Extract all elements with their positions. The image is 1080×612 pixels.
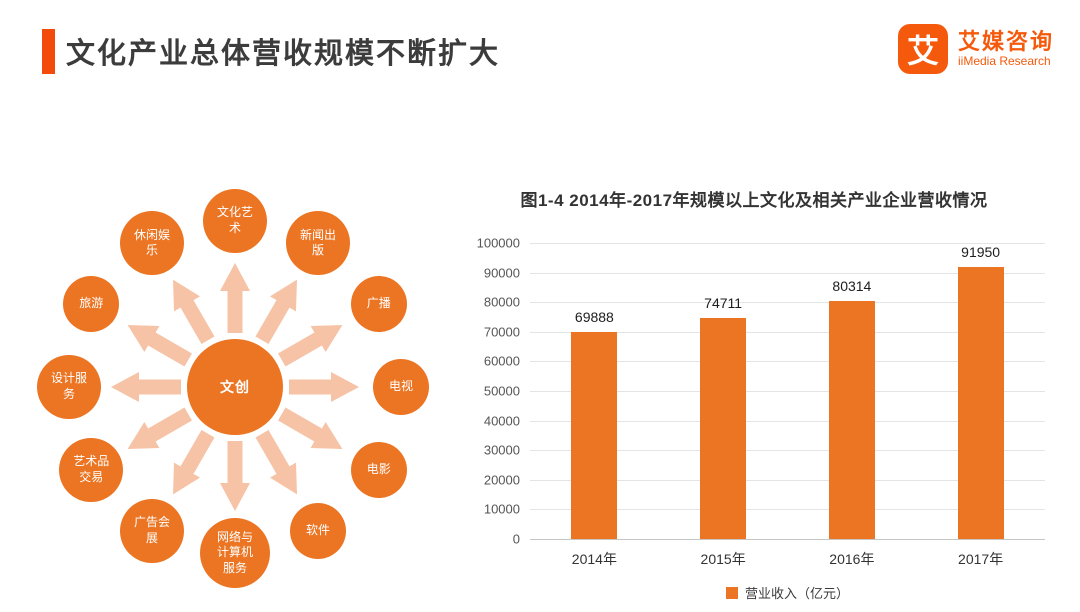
diagram-node: 休闲娱乐 (120, 211, 184, 276)
logo-subtitle: iiMedia Research (957, 53, 1051, 68)
diagram-node: 软件 (290, 502, 346, 559)
diagram-node-label: 电视 (388, 379, 413, 394)
page-title: 文化产业总体营收规模不断扩大 (66, 38, 501, 70)
x-tick-label: 2015年 (700, 551, 746, 567)
x-tick-label: 2017年 (958, 551, 1004, 567)
imedia-logo-icon: 艾 (897, 24, 948, 74)
chart-plot-area: 0 10000 20000 30000 40000 50000 60000 70000 8000… (477, 236, 1045, 547)
y-tick-label: 20000 (483, 472, 520, 488)
diagram-node-label: 广播 (366, 296, 391, 311)
y-tick-label: 50000 (483, 383, 520, 399)
gridline (530, 272, 1045, 274)
diagram-arrow (289, 372, 359, 402)
gridline (530, 243, 1045, 244)
diagram-node: 广播 (350, 276, 407, 332)
y-tick-label: 80000 (483, 294, 520, 310)
diagram-arrow (278, 325, 343, 367)
logo-name: 艾媒咨询 (957, 29, 1054, 55)
diagram-node-label: 设计服务 (51, 371, 88, 401)
diagram-arrow (173, 279, 215, 344)
diagram-node: 设计服务 (37, 355, 101, 419)
legend-swatch (725, 586, 738, 599)
y-tick-label: 60000 (483, 353, 520, 369)
bar-2017年 (957, 266, 1004, 539)
bar-value-label: 91950 (961, 243, 1001, 260)
logo: 艾 艾媒咨询 iiMedia Research (897, 24, 1054, 74)
bar-slot: 74711 (659, 243, 788, 539)
y-tick-label: 0 (512, 531, 520, 547)
gridline (530, 539, 1045, 540)
chart-x-axis: 2014年 2015年 2016年 2017年 (530, 549, 1045, 569)
bar-value-label: 69888 (574, 309, 614, 326)
bar-slot: 91950 (916, 243, 1045, 539)
y-tick-label: 90000 (483, 265, 520, 281)
y-tick-label: 40000 (483, 413, 520, 429)
diagram-arrow (220, 441, 250, 511)
diagram-node-label: 网络与计算机服务 (217, 529, 254, 575)
legend-label: 营业收入（亿元） (744, 586, 849, 601)
industry-diagram: 文创 文化艺术新闻出版广播电视电影软件 网络与计算机服务 广告会展 艺术品交易 设计服务… (20, 175, 450, 605)
diagram-node-label: 新闻出版 (300, 227, 337, 258)
diagram-node: 电影 (350, 442, 407, 498)
diagram-node: 电视 (373, 359, 429, 415)
bar-2016年 (828, 301, 875, 539)
gridline (530, 391, 1045, 392)
logo-text: 艾媒咨询 iiMedia Research (958, 29, 1054, 68)
diagram-node-label: 文化艺术 (217, 205, 254, 235)
gridline (530, 479, 1045, 481)
diagram-node-label: 广告会展 (134, 515, 171, 545)
diagram-arrow (111, 372, 181, 402)
gridline (530, 361, 1045, 363)
diagram-arrows (111, 263, 359, 511)
bar-2014年 (571, 332, 618, 539)
y-tick-label: 100000 (476, 235, 520, 251)
diagram-center-node: 文创 (187, 339, 283, 435)
diagram-arrow (255, 279, 297, 344)
diagram-node-label: 旅游 (79, 296, 104, 311)
gridline (530, 302, 1045, 304)
bar-value-label: 80314 (832, 278, 872, 295)
diagram-arrow (173, 430, 215, 495)
diagram-node-label: 艺术品交易 (73, 454, 110, 484)
diagram-arrow (127, 325, 192, 367)
revenue-chart: 图1-4 2014年-2017年规模以上文化及相关产业企业营收情况 0 10000… (455, 186, 1053, 610)
title-accent-bar (42, 29, 55, 74)
diagram-arrow (255, 430, 297, 495)
diagram-node: 新闻出版 (286, 211, 350, 276)
bar-slot: 69888 (530, 243, 659, 539)
bar-slot: 80314 (788, 243, 917, 539)
diagram-node-label: 软件 (305, 522, 330, 537)
bar-2015年 (700, 317, 747, 539)
diagram-node: 广告会展 (120, 498, 184, 563)
y-tick-label: 70000 (483, 324, 520, 340)
bar-value-label: 74711 (704, 294, 743, 311)
chart-title: 图1-4 2014年-2017年规模以上文化及相关产业企业营收情况 (520, 191, 988, 210)
x-tick-label: 2014年 (571, 551, 617, 567)
chart-legend: 营业收入（亿元） (530, 583, 1045, 602)
diagram-node-label: 电影 (366, 462, 391, 477)
diagram-node: 旅游 (63, 276, 120, 332)
diagram-node: 文化艺术 (203, 189, 267, 253)
diagram-arrow (220, 263, 250, 333)
y-tick-label: 10000 (483, 501, 520, 517)
gridline (530, 420, 1045, 422)
x-tick-label: 2016年 (829, 551, 875, 567)
diagram-node-label: 休闲娱乐 (134, 227, 171, 258)
gridline (530, 331, 1045, 333)
gridline (530, 509, 1045, 511)
diagram-arrow (127, 407, 192, 449)
diagram-node: 网络与计算机服务 (200, 518, 270, 588)
y-tick-label: 30000 (483, 442, 520, 458)
diagram-node: 艺术品交易 (59, 438, 124, 502)
diagram-arrow (278, 407, 343, 449)
gridline (530, 450, 1045, 452)
